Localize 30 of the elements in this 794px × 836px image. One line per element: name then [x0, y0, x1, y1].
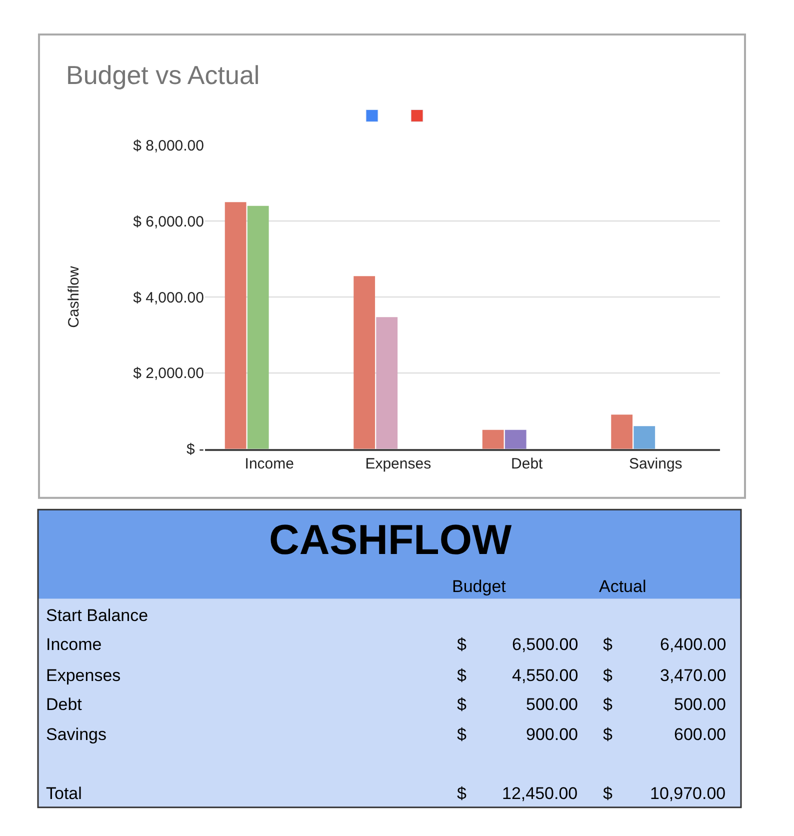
text: $ 600.00	[603, 725, 726, 744]
x-tick-label: Debt	[511, 456, 544, 473]
y-tick-label: $ 4,000.00	[133, 289, 204, 306]
y-tick-label: $ 2,000.00	[133, 365, 204, 382]
text: $ 6,500.00	[457, 635, 578, 654]
y-tick-label: $ -	[186, 441, 204, 458]
category-label: Debt	[46, 695, 82, 714]
text: $ 500.00	[457, 695, 578, 714]
text: Actual	[599, 577, 646, 596]
x-tick-label: Income	[244, 456, 294, 473]
category-label: Savings	[46, 725, 106, 744]
x-tick-label: Expenses	[365, 456, 432, 473]
category-label: Income	[46, 635, 102, 654]
text: Start Balance	[46, 606, 148, 625]
x-tick-label: Savings	[628, 456, 682, 473]
text: $ 4,550.00	[457, 666, 578, 685]
text: $ 10,970.00	[603, 784, 726, 803]
text: $ 900.00	[457, 725, 578, 744]
category-label: Expenses	[46, 666, 121, 685]
y-tick-label: $ 6,000.00	[133, 213, 204, 230]
y-axis-title: Cashflow	[65, 266, 82, 328]
text: $ 12,450.00	[457, 784, 578, 803]
text: CASHFLOW	[269, 516, 512, 563]
text: Budget	[452, 577, 506, 596]
text: $ 3,470.00	[603, 666, 726, 685]
text: $ 500.00	[603, 695, 726, 714]
text: $ 6,400.00	[603, 635, 726, 654]
y-tick-label: $ 8,000.00	[133, 137, 204, 154]
chart-title: Budget vs Actual	[66, 60, 260, 90]
text: Total	[46, 784, 82, 803]
